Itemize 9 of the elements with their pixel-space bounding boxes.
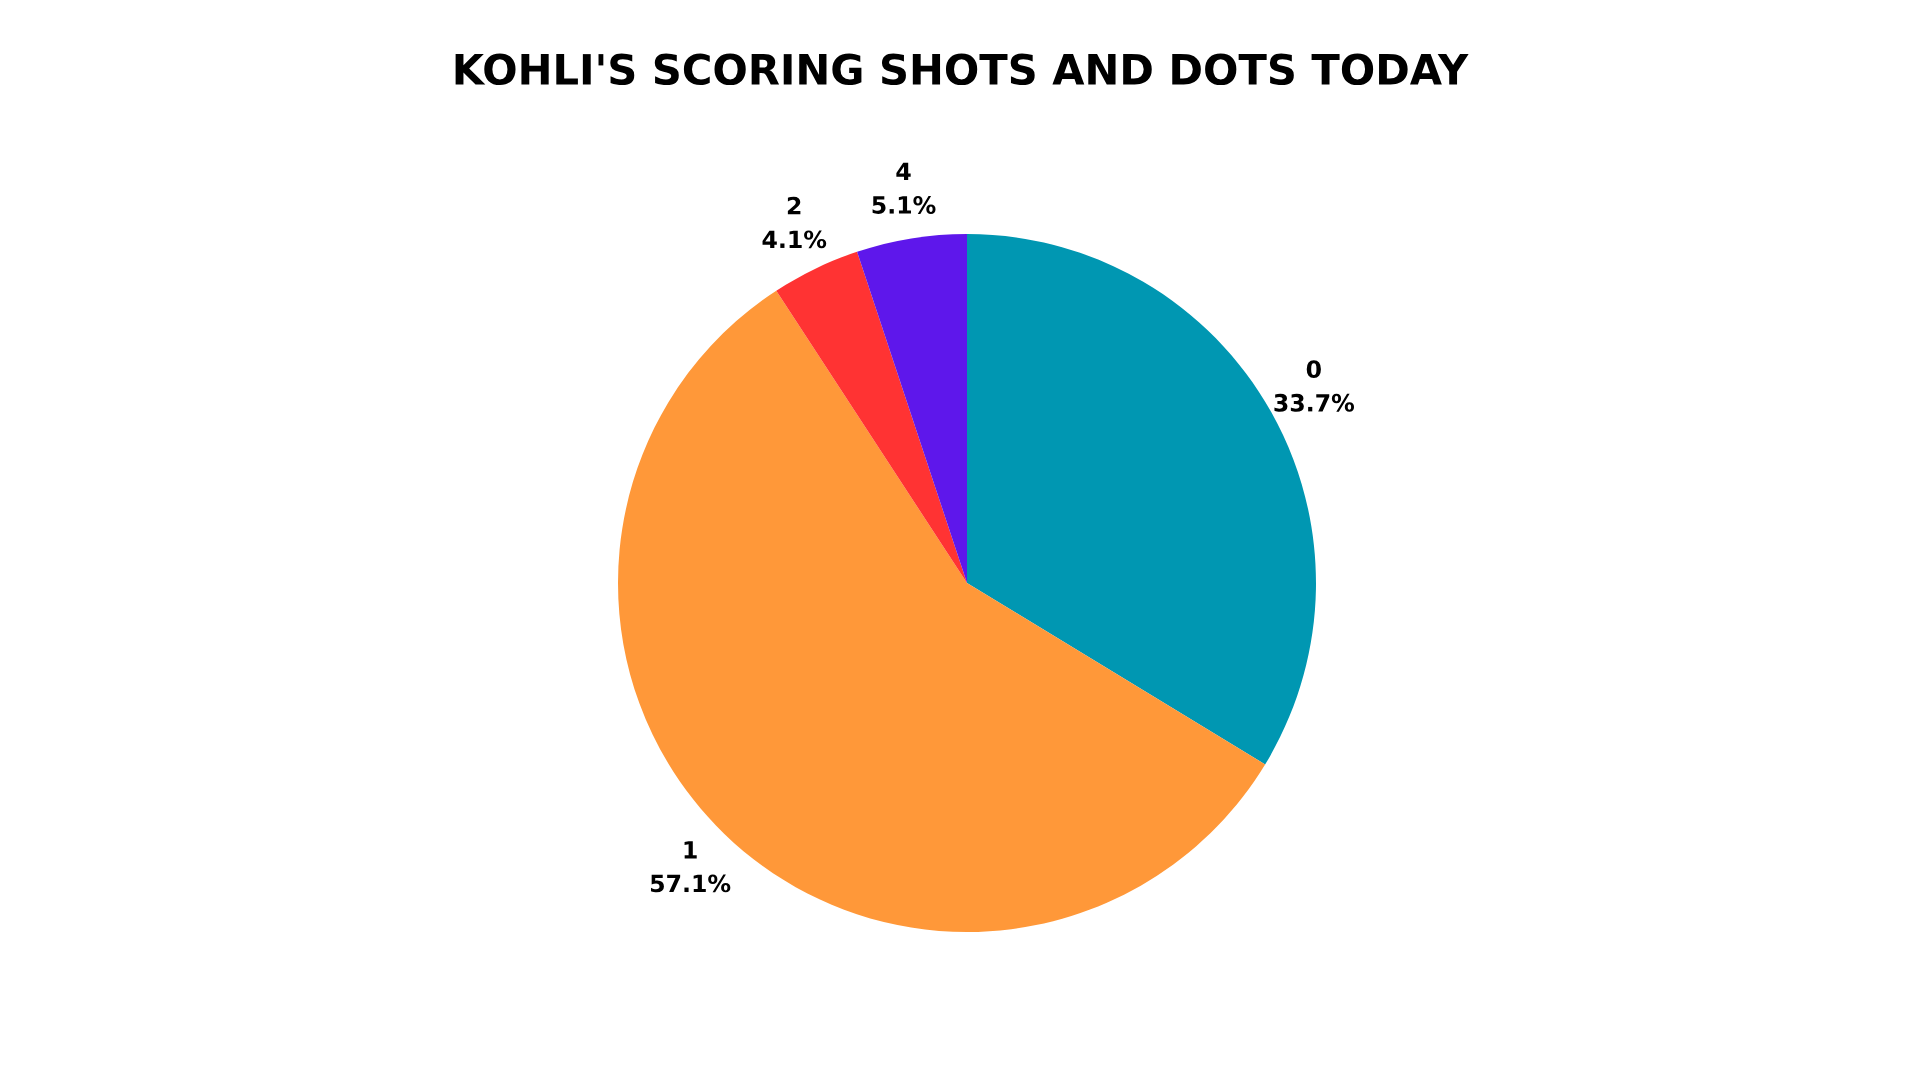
- data-label: 33.7%: [1274, 393, 1355, 412]
- data-label: 57.1%: [650, 874, 731, 893]
- slice-label: 1: [684, 841, 697, 859]
- slice-label: 4: [896, 162, 911, 180]
- data-label: 4.1%: [762, 230, 827, 249]
- data-label: 5.1%: [872, 196, 936, 214]
- chart-title: KOHLI'S SCORING SHOTS AND DOTS TODAY: [455, 53, 1469, 86]
- slice-label: 2: [787, 196, 801, 215]
- slice-label: 0: [1306, 360, 1321, 379]
